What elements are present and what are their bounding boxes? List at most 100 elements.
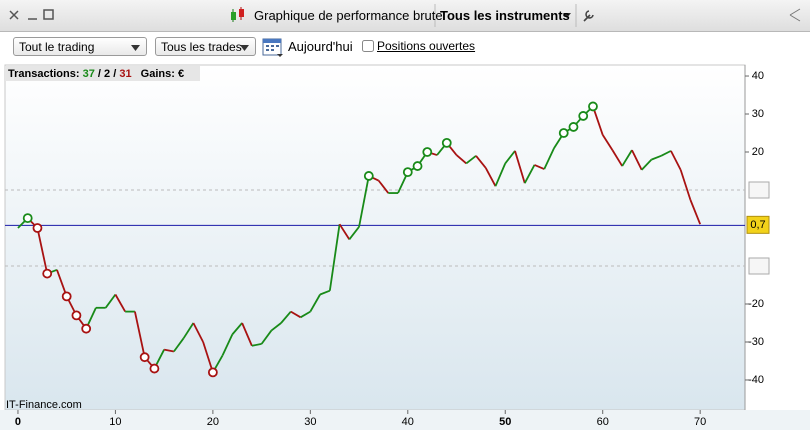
line-segment bbox=[338, 223, 351, 240]
marker bbox=[207, 367, 218, 378]
x-tick-label: 10 bbox=[109, 416, 121, 428]
settings-icon[interactable] bbox=[583, 10, 594, 22]
scope-value: Tout le trading bbox=[19, 40, 95, 54]
y-tick-label: -30 bbox=[748, 336, 764, 348]
x-tick-label: 0 bbox=[15, 416, 21, 428]
line-segment bbox=[221, 334, 234, 356]
wins: 37 bbox=[83, 68, 95, 80]
summary-box bbox=[5, 66, 200, 81]
y-tick-label: 40 bbox=[752, 70, 764, 82]
scope-select[interactable]: Tout le trading bbox=[13, 37, 147, 56]
x-tick-label: 40 bbox=[402, 416, 414, 428]
line-segment bbox=[670, 150, 682, 171]
y-tick-label: -40 bbox=[748, 374, 764, 386]
line-segment bbox=[592, 106, 604, 136]
line-segment bbox=[465, 155, 477, 165]
instrument-select[interactable]: Tous les instruments bbox=[440, 8, 570, 23]
line-segment bbox=[543, 147, 555, 170]
line-segment bbox=[163, 348, 175, 353]
line-segment bbox=[348, 226, 360, 240]
line-segment bbox=[611, 149, 623, 167]
marker bbox=[81, 323, 92, 334]
line-segment bbox=[484, 167, 497, 187]
even: 2 bbox=[104, 68, 110, 80]
line-segment bbox=[270, 322, 282, 332]
line-segment bbox=[523, 164, 536, 184]
line-segment bbox=[231, 322, 243, 335]
trades-value: Tous les trades bbox=[161, 40, 242, 54]
marker bbox=[363, 171, 374, 181]
line-segment bbox=[300, 310, 311, 319]
y-tick-label: 20 bbox=[752, 146, 764, 158]
line-segment bbox=[251, 343, 262, 347]
line-segment bbox=[328, 224, 341, 291]
trades-select[interactable]: Tous les trades bbox=[155, 37, 256, 56]
separator: / bbox=[98, 68, 101, 80]
marker bbox=[42, 268, 53, 279]
window-title: Graphique de performance brute bbox=[254, 8, 443, 23]
line-segment bbox=[504, 150, 516, 164]
open-positions-text: Positions ouvertes bbox=[377, 39, 476, 53]
line-segment bbox=[182, 322, 195, 339]
checkbox[interactable] bbox=[362, 40, 374, 52]
share-icon[interactable] bbox=[789, 8, 801, 22]
marker bbox=[61, 291, 72, 302]
line-segment bbox=[36, 227, 49, 274]
line-segment bbox=[104, 293, 117, 309]
reference-label: 0,7 bbox=[750, 219, 765, 231]
line-segment bbox=[601, 134, 614, 151]
marker bbox=[412, 161, 423, 171]
line-segment bbox=[689, 199, 702, 225]
select-arrow bbox=[240, 45, 249, 51]
gains-label: Gains: € bbox=[141, 68, 184, 80]
x-tick-label: 70 bbox=[694, 416, 706, 428]
watermark: IT-Finance.com bbox=[6, 399, 82, 411]
summary: Transactions: 37 / 2 / 31 Gains: € bbox=[8, 68, 184, 80]
line-segment bbox=[260, 330, 273, 345]
line-segment bbox=[319, 289, 331, 296]
marker bbox=[578, 111, 589, 121]
line-segment bbox=[280, 311, 292, 324]
losses: 31 bbox=[119, 68, 131, 80]
calendar-icon[interactable] bbox=[262, 36, 284, 58]
line-segment bbox=[358, 175, 370, 228]
line-segment bbox=[202, 341, 214, 373]
marker bbox=[568, 122, 579, 132]
summary-label: Transactions: bbox=[8, 68, 80, 80]
marker bbox=[22, 213, 33, 224]
line-segment bbox=[475, 155, 487, 169]
x-tick-label: 60 bbox=[597, 416, 609, 428]
marker bbox=[422, 147, 433, 157]
line-segment bbox=[192, 322, 204, 343]
line-segment bbox=[241, 322, 253, 347]
title-icons bbox=[9, 4, 801, 27]
axis-box bbox=[748, 181, 770, 199]
y-tick-label: 30 bbox=[752, 108, 764, 120]
y-tick-label: -20 bbox=[748, 298, 764, 310]
maximize-icon[interactable] bbox=[43, 9, 54, 20]
marker bbox=[441, 137, 452, 148]
open-positions-label[interactable]: Positions ouvertes bbox=[377, 39, 475, 53]
line-segment bbox=[290, 310, 302, 319]
line-segment bbox=[114, 294, 126, 313]
line-segment bbox=[173, 337, 185, 353]
line-segment bbox=[455, 154, 467, 165]
marker bbox=[32, 223, 43, 233]
close-icon[interactable] bbox=[9, 10, 19, 20]
marker bbox=[588, 101, 598, 112]
marker bbox=[558, 128, 569, 138]
dropdown-arrow[interactable] bbox=[563, 13, 571, 18]
line-segment bbox=[631, 149, 643, 171]
line-segment bbox=[534, 164, 545, 170]
marker bbox=[71, 310, 82, 321]
date-button[interactable]: Aujourd'hui bbox=[288, 39, 353, 54]
x-tick-label: 30 bbox=[304, 416, 316, 428]
line-segment bbox=[514, 150, 526, 184]
marker bbox=[149, 363, 160, 374]
line-segment bbox=[134, 311, 146, 358]
x-axis-strip bbox=[0, 410, 810, 430]
marker bbox=[402, 167, 413, 178]
line-segment bbox=[641, 158, 653, 171]
plot-area bbox=[4, 64, 746, 411]
